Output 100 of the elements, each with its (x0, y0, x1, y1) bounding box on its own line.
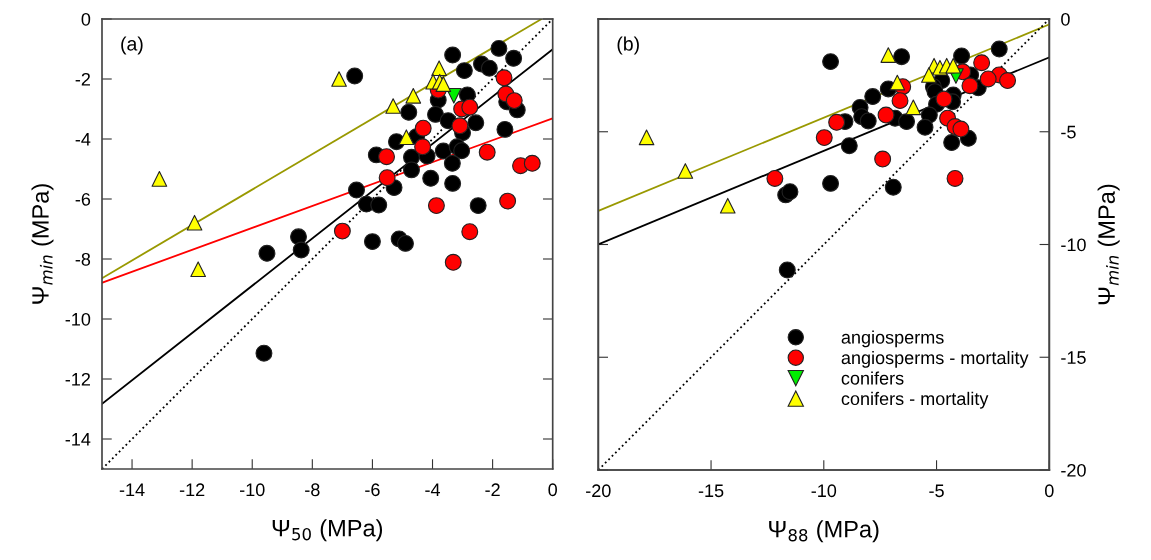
point (877, 106, 895, 124)
point (403, 161, 420, 179)
point (864, 88, 882, 106)
x-tick-label: -8 (305, 483, 320, 497)
x-axis-title: Ψ$_{88}$ (MPa) (769, 520, 879, 543)
point (505, 49, 523, 67)
point (467, 114, 485, 132)
y-tick-label: -12 (65, 372, 90, 386)
point (945, 57, 962, 74)
x-tick-label: -15 (698, 484, 724, 498)
x-tick-label: -4 (425, 483, 441, 496)
point (677, 163, 694, 179)
point (781, 183, 799, 201)
point (840, 137, 858, 155)
point (496, 120, 514, 138)
y2-tick-label: 0 (1061, 12, 1070, 26)
point (815, 129, 833, 147)
x-tick-label: -10 (811, 484, 837, 498)
point (943, 134, 961, 152)
y2-tick-label: -5 (1061, 125, 1076, 139)
y2-axis-title: Ψ$_{min}$ (MPa) (1097, 184, 1120, 305)
point (505, 92, 523, 110)
x-tick-label: -12 (179, 483, 205, 496)
point (414, 138, 432, 156)
x-tick-label: -14 (119, 483, 145, 496)
y-tick-label: -10 (65, 312, 91, 326)
point (444, 46, 462, 64)
legend-label: angiosperms - mortality (841, 350, 1029, 368)
point (874, 150, 892, 168)
y-tick-label: -2 (75, 72, 90, 86)
point (186, 214, 203, 231)
point (523, 154, 541, 172)
legend-label: conifers - mortality (841, 391, 989, 409)
point (935, 90, 953, 108)
point (946, 169, 964, 187)
point (766, 169, 784, 187)
x-axis-title: Ψ$_{50}$ (MPa) (272, 519, 383, 542)
point (889, 74, 906, 91)
point (859, 112, 877, 130)
y-tick-label: -4 (75, 133, 91, 146)
point (990, 40, 1008, 58)
point (999, 72, 1017, 90)
y2-tick-label: -10 (1061, 238, 1086, 252)
point (961, 77, 979, 95)
point (451, 117, 469, 135)
point (893, 48, 911, 66)
point (822, 174, 840, 192)
y-tick-label: -6 (75, 192, 91, 206)
point (898, 113, 916, 131)
point (499, 192, 517, 210)
point (398, 129, 415, 146)
point (292, 241, 310, 259)
point (495, 69, 513, 87)
point (453, 142, 471, 160)
point (414, 119, 432, 137)
x-tick-label: -10 (239, 483, 265, 497)
y-tick-label: -14 (65, 433, 91, 446)
point (331, 71, 347, 87)
x-tick-label: -2 (485, 483, 500, 496)
annotation: (b) (617, 36, 639, 55)
point (905, 99, 922, 116)
point (921, 67, 937, 83)
point (427, 105, 444, 123)
point (880, 47, 897, 63)
point (151, 171, 168, 187)
point (822, 53, 840, 71)
point (190, 261, 206, 278)
point (953, 47, 971, 65)
point (370, 196, 388, 214)
legend-label: conifers (841, 371, 904, 385)
point (979, 70, 997, 88)
point (638, 129, 655, 146)
point (378, 148, 396, 166)
legend-label: angiosperms (841, 330, 944, 348)
x-tick-label: -6 (365, 483, 380, 497)
point (385, 98, 401, 114)
point (346, 67, 364, 85)
point (435, 76, 452, 92)
y-axis-title: Ψ$_{min}$ (MPa) (31, 184, 54, 304)
point (405, 87, 422, 104)
point (455, 62, 473, 80)
point (884, 178, 902, 196)
point (973, 54, 991, 72)
point (363, 233, 381, 251)
y-tick-label: -8 (75, 252, 91, 266)
point (443, 154, 461, 172)
point (719, 197, 736, 214)
point (916, 118, 934, 136)
point (378, 169, 396, 187)
y-tick-label: 0 (81, 12, 91, 26)
point (891, 92, 909, 110)
point (444, 253, 462, 271)
x-tick-label: 0 (1044, 484, 1054, 498)
y2-tick-label: -15 (1061, 351, 1086, 364)
point (431, 60, 447, 77)
point (258, 244, 276, 262)
point (255, 344, 273, 362)
point (828, 113, 846, 131)
point (348, 181, 365, 199)
point (461, 98, 479, 116)
